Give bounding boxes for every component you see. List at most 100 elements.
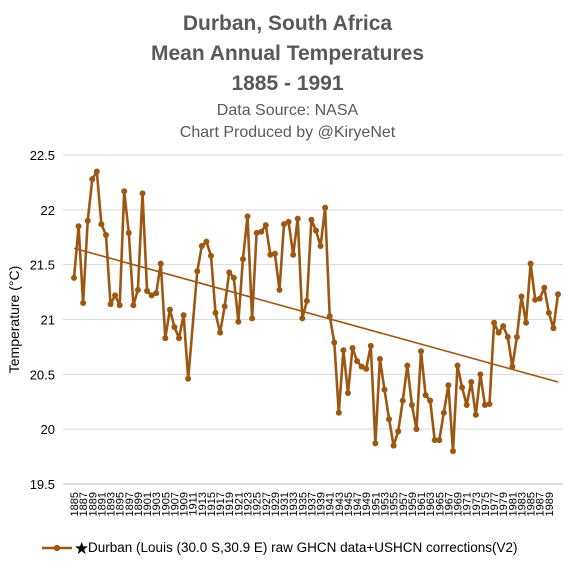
x-tick-label: 1985 — [526, 492, 538, 516]
data-point — [418, 348, 425, 355]
data-point — [308, 216, 315, 223]
data-point — [463, 402, 470, 409]
series-line — [72, 170, 560, 453]
data-point — [144, 287, 151, 294]
data-point — [468, 379, 475, 386]
x-tick-label: 1987 — [535, 492, 547, 516]
data-point — [445, 382, 452, 389]
data-point — [249, 315, 256, 322]
x-tick-label: 1893 — [106, 492, 118, 516]
data-point — [491, 319, 498, 326]
data-point — [75, 223, 82, 230]
x-tick-label: 1973 — [471, 492, 483, 516]
data-point — [153, 290, 160, 297]
data-point — [285, 218, 292, 225]
x-tick-label: 1949 — [361, 492, 373, 516]
x-tick-label: 1919 — [224, 492, 236, 516]
x-tick-label: 1979 — [498, 492, 510, 516]
data-point — [459, 384, 466, 391]
data-point — [313, 227, 319, 234]
data-point — [386, 416, 393, 423]
data-point — [290, 251, 297, 258]
x-tick-label: 1941 — [325, 492, 337, 516]
data-point — [180, 312, 187, 319]
data-point — [271, 250, 278, 257]
data-point — [198, 243, 205, 250]
data-point — [262, 222, 269, 229]
data-point — [404, 362, 411, 369]
chart-subtitle-author: Chart Produced by @KiryeNet — [179, 124, 396, 141]
x-tick-label: 1903 — [151, 492, 163, 516]
data-point — [331, 339, 338, 346]
x-tick-label: 1989 — [544, 492, 556, 516]
x-tick-label: 1967 — [443, 492, 455, 516]
data-point — [413, 426, 420, 433]
y-axis-label: Temperature (°C) — [6, 266, 22, 374]
data-point — [344, 389, 351, 396]
data-point — [93, 168, 100, 175]
x-tick-label: 1891 — [96, 492, 108, 516]
data-point — [431, 437, 438, 444]
y-tick-label: 21 — [41, 313, 55, 328]
data-point — [98, 221, 105, 228]
data-point — [102, 232, 109, 239]
data-point — [399, 397, 406, 404]
x-tick-label: 1969 — [453, 492, 465, 516]
x-tick-label: 1983 — [516, 492, 528, 516]
data-point — [112, 292, 119, 299]
data-point — [545, 309, 552, 316]
data-point — [134, 286, 141, 293]
data-point — [203, 238, 210, 245]
y-tick-label: 20.5 — [30, 367, 55, 382]
data-point — [354, 358, 361, 365]
x-tick-label: 1915 — [206, 492, 218, 516]
x-tick-label: 1911 — [188, 492, 200, 516]
data-point — [148, 292, 155, 299]
data-point — [226, 269, 233, 276]
x-tick-label: 1953 — [379, 492, 391, 516]
x-tick-label: 1959 — [407, 492, 419, 516]
x-tick-label: 1947 — [352, 492, 364, 516]
data-point — [536, 295, 543, 302]
data-point — [125, 229, 132, 236]
data-point — [381, 386, 388, 393]
trend-line — [73, 247, 559, 383]
data-point — [454, 362, 461, 369]
data-point — [340, 347, 347, 354]
x-tick-label: 1951 — [370, 492, 382, 516]
data-point — [523, 319, 530, 326]
data-point — [107, 301, 114, 308]
data-point — [495, 329, 502, 336]
data-point — [477, 371, 484, 378]
x-tick-label: 1961 — [416, 492, 428, 516]
data-point — [513, 334, 520, 341]
x-tick-label: 1971 — [462, 492, 474, 516]
x-tick-label: 1957 — [398, 492, 410, 516]
data-point — [550, 325, 557, 332]
data-point — [71, 274, 77, 281]
data-point — [376, 355, 383, 362]
data-point — [317, 243, 324, 250]
x-tick-label: 1897 — [124, 492, 136, 516]
chart-title-line-3: 1885 - 1991 — [231, 72, 344, 95]
data-point — [166, 306, 173, 313]
data-point — [449, 448, 456, 455]
data-point — [121, 188, 128, 195]
x-tick-label: 1923 — [243, 492, 255, 516]
data-point — [89, 176, 96, 183]
data-point — [84, 217, 91, 224]
data-point — [532, 296, 539, 303]
data-point — [176, 335, 183, 342]
data-point — [139, 190, 146, 197]
data-point — [267, 251, 274, 258]
x-tick-label: 1925 — [252, 492, 264, 516]
x-tick-label: 1901 — [142, 492, 154, 516]
data-point — [221, 303, 228, 310]
x-tick-label: 1895 — [115, 492, 127, 516]
data-point — [555, 291, 561, 298]
data-point — [541, 284, 548, 291]
data-point — [527, 260, 534, 267]
data-point — [486, 400, 493, 407]
data-point — [116, 302, 123, 309]
